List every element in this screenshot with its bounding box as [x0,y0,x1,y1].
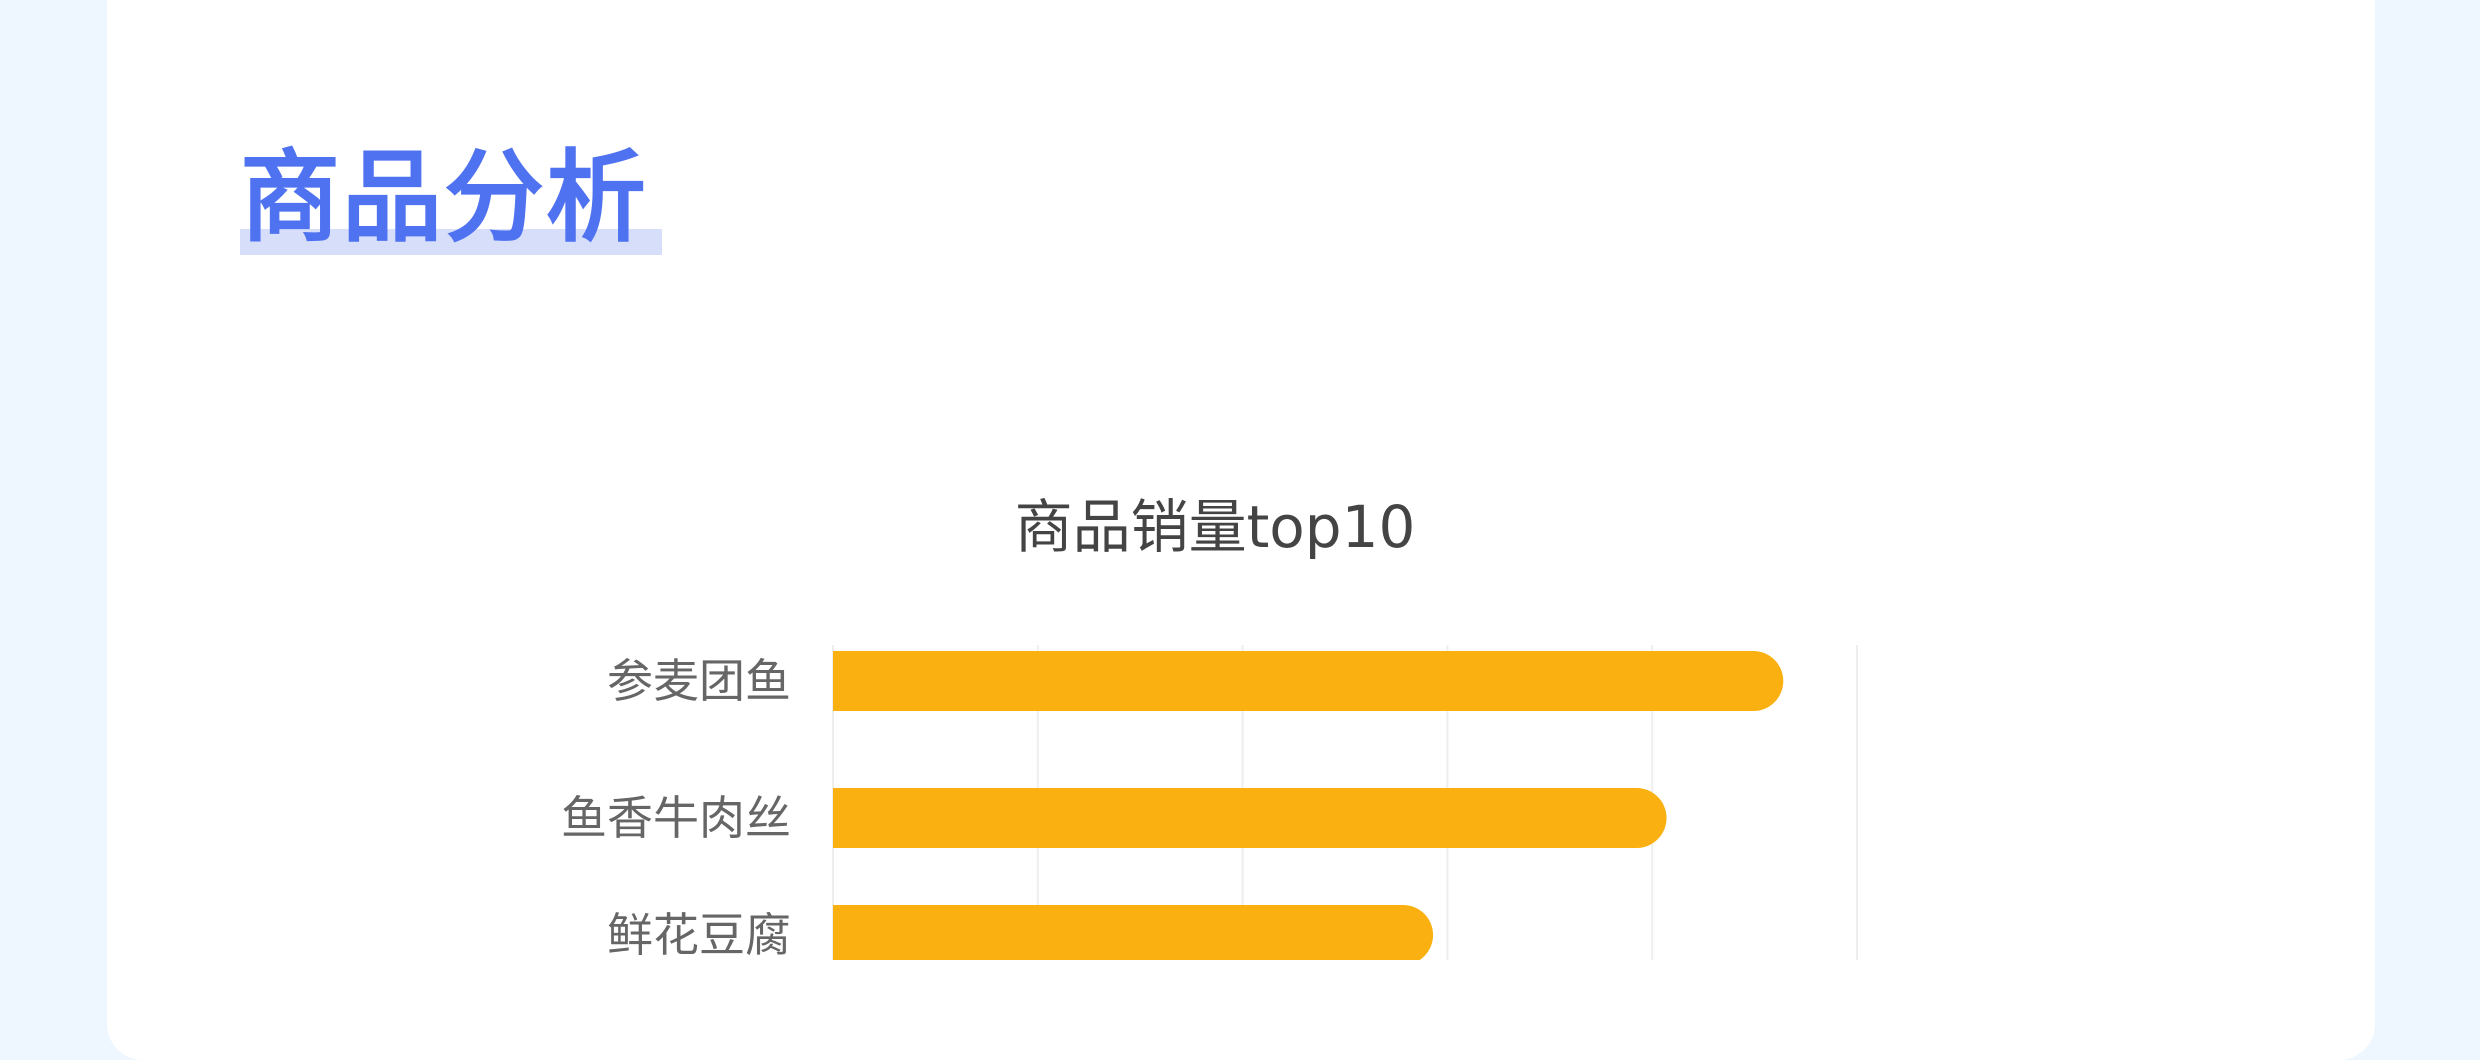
bar-2 [833,788,1667,848]
chart-title: 商品销量top10 [1014,493,1416,561]
section-title: 商品分析 [240,139,648,256]
bar-1 [833,651,1784,711]
title-highlight [240,229,662,255]
category-label: 鲜花豆腐 [607,908,791,960]
product-analysis-card [107,0,2375,1060]
bar-3 [833,905,1433,960]
category-label: 鱼香牛肉丝 [561,791,791,845]
category-label: 参麦团鱼 [607,654,791,708]
